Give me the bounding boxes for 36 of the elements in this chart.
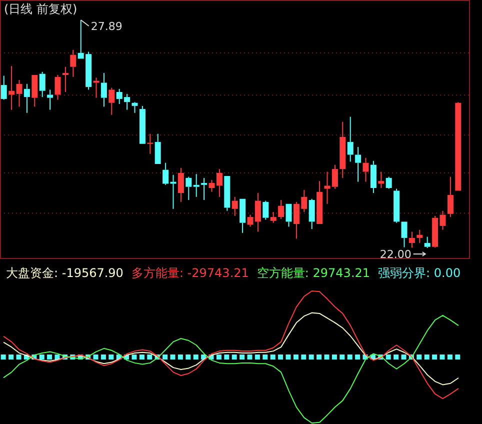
annotation: 27.89 (90, 20, 122, 33)
candlestick (440, 210, 446, 230)
candlestick (54, 74, 61, 100)
candlestick (408, 231, 415, 248)
candlestick (39, 71, 46, 98)
candlestick (193, 174, 200, 198)
candlestick (416, 229, 423, 244)
chart-title: (日线 前复权) (4, 2, 78, 16)
candlestick (355, 146, 362, 182)
candlestick (347, 116, 354, 162)
candlestick (232, 196, 238, 216)
annotation: 22.00 (380, 248, 412, 261)
candlestick (162, 162, 169, 186)
ref-line-label: 强弱分界: 0.00 (378, 266, 461, 280)
candlestick (362, 157, 369, 182)
candlestick (270, 212, 276, 224)
candlestick (108, 87, 115, 116)
candlestick (201, 177, 208, 200)
candlestick (447, 176, 454, 218)
text: 空方能量: 29743.21 (256, 266, 370, 280)
candlestick (132, 102, 138, 114)
candlestick (340, 121, 346, 178)
candlestick (100, 72, 107, 108)
candlestick (8, 66, 15, 110)
text: 多方能量: -29743.21 (131, 266, 249, 280)
candlestick (47, 89, 54, 110)
candlestick (62, 66, 68, 92)
text: 大盘资金: -19567.90 (6, 266, 124, 280)
candlestick (147, 133, 154, 154)
candlestick (178, 167, 184, 202)
candlestick (70, 49, 76, 78)
candlestick (370, 160, 376, 194)
candlestick (378, 171, 384, 188)
candlestick (278, 200, 284, 220)
candlestick (16, 80, 22, 108)
candlestick (24, 83, 30, 114)
